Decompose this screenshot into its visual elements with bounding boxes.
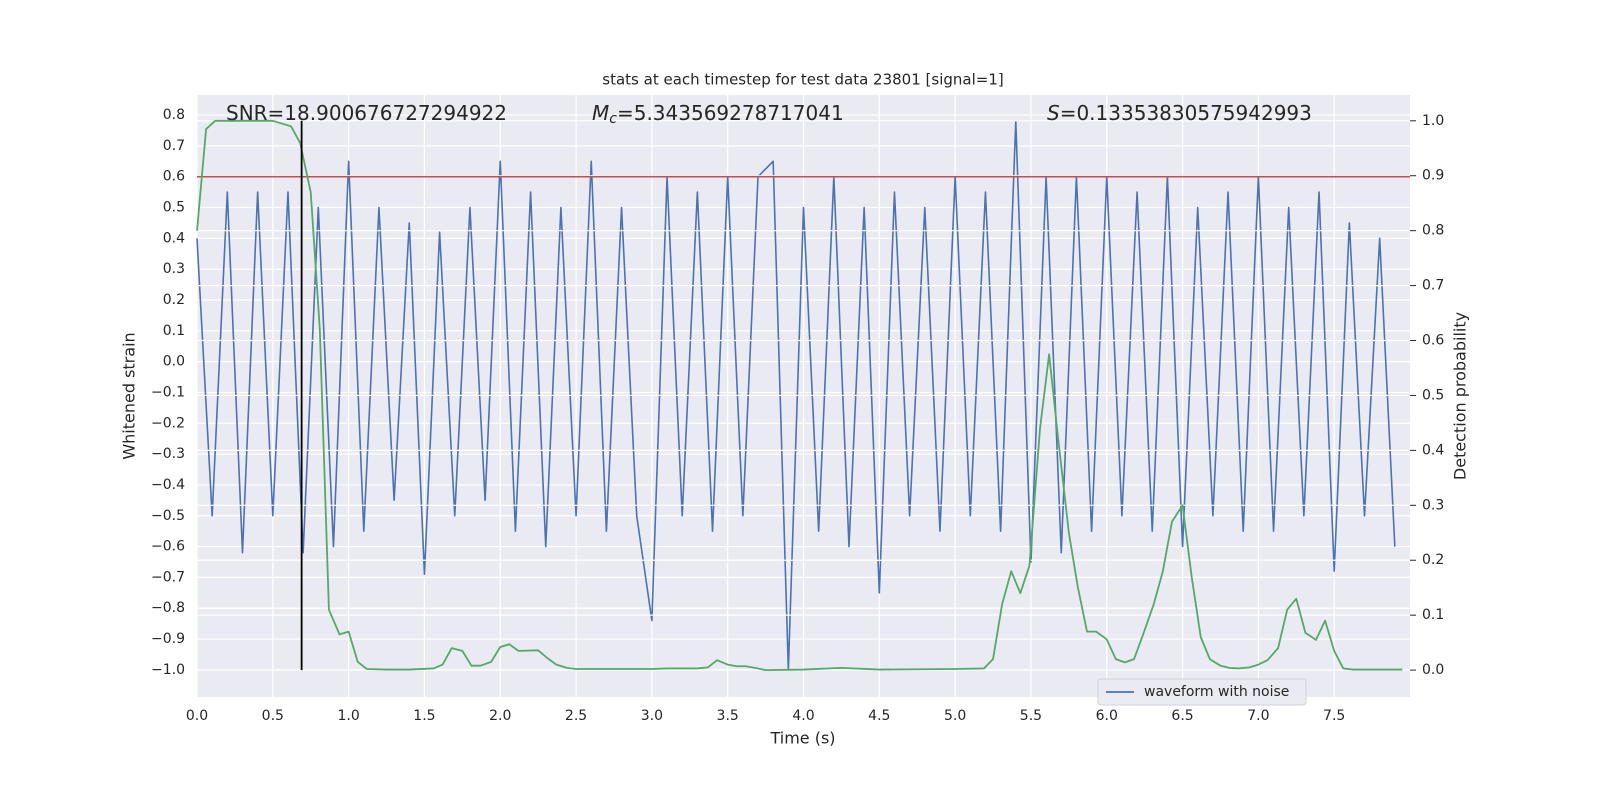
y-tick-label: −0.8 [151, 600, 185, 616]
y2-tick-label: 0.7 [1422, 278, 1444, 294]
y-tick-label: 0.3 [163, 261, 185, 277]
annotation: SNR=18.900676727294922 [226, 101, 507, 125]
x-tick-label: 2.0 [489, 708, 511, 724]
x-tick-label: 0.0 [186, 708, 208, 724]
x-tick-label: 1.0 [337, 708, 359, 724]
series-line [196, 119, 1403, 671]
mid-layer [197, 120, 1410, 671]
y2-tick-label: 1.0 [1422, 113, 1444, 129]
y-tick-label: −0.1 [151, 384, 185, 400]
y-tick-label: −0.6 [151, 539, 185, 555]
y-tick-label: −0.2 [151, 415, 185, 431]
y-tick-label: 0.5 [163, 200, 185, 216]
y-tick-label: 0.1 [163, 323, 185, 339]
x-tick-label: 6.0 [1096, 708, 1118, 724]
y-tick-label: −0.3 [151, 446, 185, 462]
y-tick-label: −0.4 [151, 477, 185, 493]
y-tick-label: 0.6 [163, 169, 185, 185]
y2-tick-label: 0.1 [1422, 607, 1444, 623]
annotation-symbol: M [592, 101, 609, 125]
series-line [196, 120, 1396, 671]
x-tick-label: 0.5 [262, 708, 284, 724]
y-tick-label: 0.7 [163, 138, 185, 154]
y2-tick-label: 0.5 [1422, 387, 1444, 403]
y2-tick-label: 0.8 [1422, 223, 1444, 239]
y2-axis-label: Detection probability [1451, 312, 1470, 480]
annotation-subscript: c [609, 111, 617, 127]
y-tick-label: −0.9 [151, 631, 185, 647]
x-tick-label: 1.5 [413, 708, 435, 724]
x-tick-label: 6.5 [1171, 708, 1193, 724]
y-axis-label: Whitened strain [120, 332, 139, 459]
y2-tick-label: 0.9 [1422, 168, 1444, 184]
x-tick-label: 7.5 [1323, 708, 1345, 724]
chart-title: stats at each timestep for test data 238… [602, 71, 1003, 89]
x-tick-label: 4.0 [792, 708, 814, 724]
legend-box [1097, 678, 1307, 706]
y2-tick-label: 0.4 [1422, 442, 1444, 458]
annotation: Mc=5.343569278717041 [592, 101, 844, 128]
y-tick-label: 0.2 [163, 292, 185, 308]
annotation-text: =0.13353830575942993 [1060, 101, 1312, 125]
x-tick-label: 7.0 [1247, 708, 1269, 724]
y2-tick-label: 0.3 [1422, 497, 1444, 513]
y-tick-label: 0.4 [163, 230, 185, 246]
x-tick-label: 2.5 [565, 708, 587, 724]
x-tick-label: 3.0 [641, 708, 663, 724]
x-tick-label: 4.5 [868, 708, 890, 724]
legend-label: waveform with noise [1144, 684, 1289, 700]
y-tick-label: 0.0 [163, 354, 185, 370]
annotation-text: =5.343569278717041 [617, 101, 844, 125]
x-axis-label: Time (s) [769, 729, 835, 748]
y2-tick-label: 0.2 [1422, 552, 1444, 568]
y-tick-label: 0.8 [163, 107, 185, 123]
front-layer: SNR=18.900676727294922 Mc=5.3435692787170… [196, 101, 1403, 706]
x-tick-label: 5.5 [1020, 708, 1042, 724]
annotation: S=0.13353830575942993 [1047, 101, 1312, 125]
y-tick-label: −0.5 [151, 508, 185, 524]
annotation-text: SNR=18.900676727294922 [226, 101, 507, 125]
y2-tick-label: 0.0 [1422, 662, 1444, 678]
annotation-symbol: S [1047, 101, 1060, 125]
y-tick-label: −0.7 [151, 569, 185, 585]
y-tick-label: −1.0 [151, 662, 185, 678]
x-tick-label: 5.0 [944, 708, 966, 724]
x-tick-label: 3.5 [717, 708, 739, 724]
y2-tick-label: 0.6 [1422, 333, 1444, 349]
